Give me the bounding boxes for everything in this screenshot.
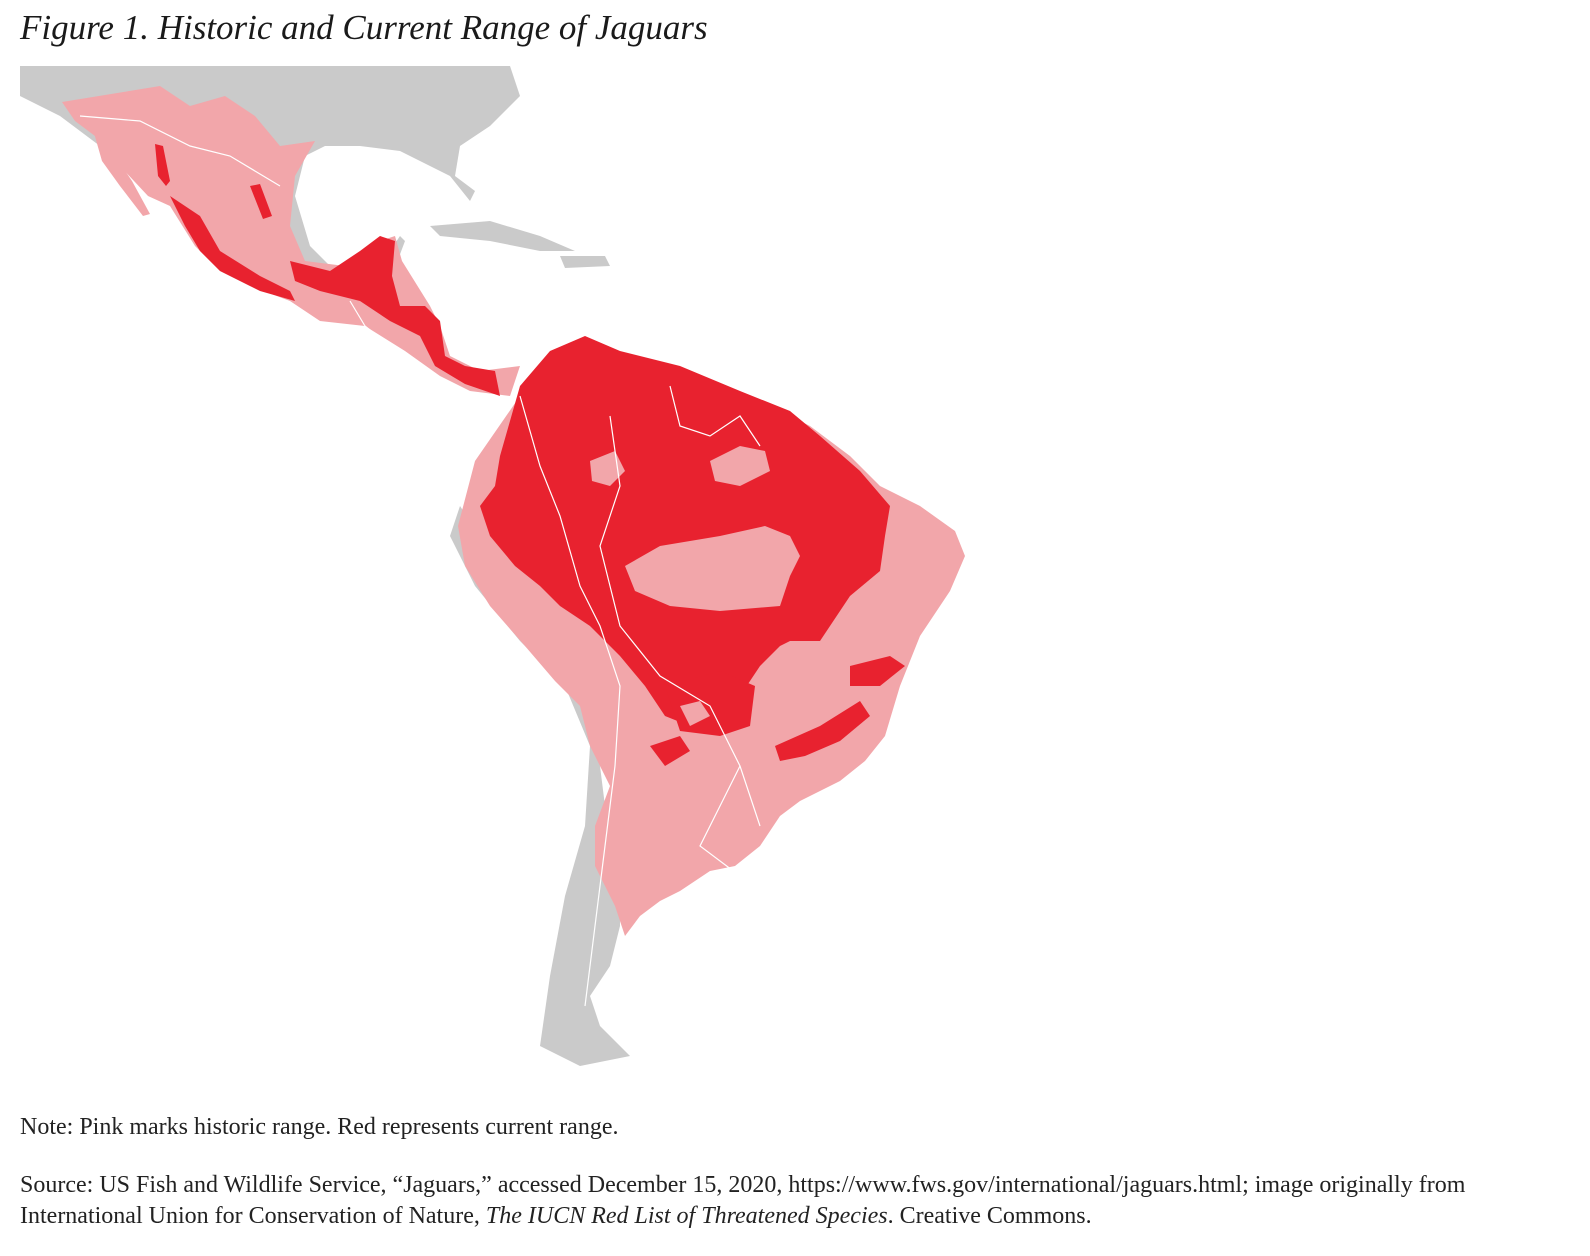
historic-enclave-cerrado <box>625 526 800 611</box>
current-range-northeast-brazil-patch <box>850 656 905 686</box>
historic-enclave-guiana-savanna <box>710 446 770 486</box>
current-range-atlantic-forest <box>775 701 870 761</box>
jaguar-range-map <box>20 66 965 1066</box>
national-borders <box>79 115 761 1007</box>
source-text-part1: Source: US Fish and Wildlife Service, “J… <box>20 1172 1466 1229</box>
current-range-pacific-mexico <box>170 196 295 301</box>
border-central-america <box>349 300 441 387</box>
current-range-sierra-madre-east <box>250 184 272 219</box>
current-range-sierra-madre-west <box>155 144 170 186</box>
source-publication-title: The IUCN Red List of Threatened Species <box>485 1203 888 1229</box>
border-brazil-south <box>699 765 741 877</box>
current-range-layer <box>155 144 905 766</box>
current-range-amazon <box>480 336 890 726</box>
figure-source: Source: US Fish and Wildlife Service, “J… <box>20 1170 1575 1232</box>
current-range-yucatan-central-america <box>290 236 500 396</box>
cuba-land <box>430 221 575 251</box>
figure-note: Note: Pink marks historic range. Red rep… <box>20 1114 619 1140</box>
south-america-land <box>450 506 630 1066</box>
source-text-part2: . Creative Commons. <box>887 1203 1092 1229</box>
border-us-mexico <box>79 115 281 187</box>
border-andes <box>519 395 621 1007</box>
current-range-gran-chaco-patch <box>650 736 690 766</box>
historic-enclave-pantanal-center <box>680 701 710 726</box>
historic-range-baja-california <box>92 126 150 216</box>
figure-title: Figure 1. Historic and Current Range of … <box>20 8 708 47</box>
border-brazil-west <box>599 415 761 827</box>
border-guianas <box>669 385 761 447</box>
hispaniola-land <box>560 256 610 268</box>
